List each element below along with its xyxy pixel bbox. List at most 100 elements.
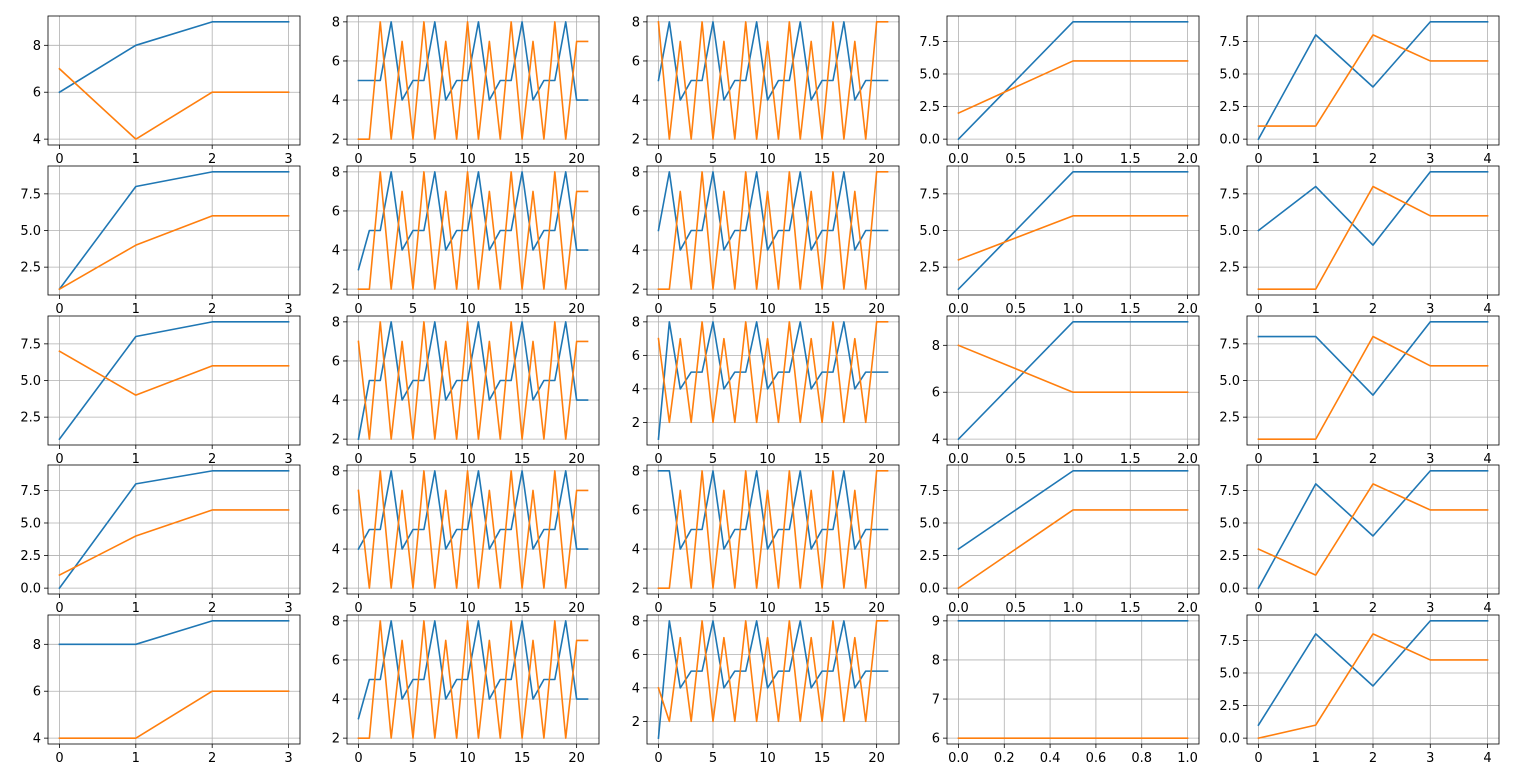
x-tick-label: 0.0 — [948, 152, 969, 167]
x-tick-label: 0 — [1254, 452, 1262, 467]
subplot: 0 5 10 15 20 2 4 6 8 — [632, 315, 900, 467]
y-tick-label: 2 — [332, 433, 340, 448]
x-tick-label: 4 — [1483, 601, 1491, 616]
y-tick-label: 5.0 — [1219, 666, 1240, 681]
x-tick-label: 2 — [208, 452, 216, 467]
x-tick-label: 0.0 — [948, 302, 969, 317]
y-tick-label: 4 — [332, 394, 340, 409]
y-tick-label: 2.5 — [1219, 699, 1240, 714]
x-tick-label: 5 — [709, 152, 717, 167]
y-tick-label: 2.5 — [20, 549, 41, 564]
series-line — [957, 21, 1189, 141]
subplot: 0 1 2 3 4 0.0 2.5 5.0 7.5 — [1219, 15, 1500, 167]
x-tick-label: 1 — [1312, 751, 1320, 766]
x-tick-label: 15 — [814, 601, 831, 616]
x-tick-label: 15 — [514, 452, 531, 467]
x-tick-label: 10 — [459, 452, 476, 467]
series-line — [957, 321, 1189, 441]
y-tick-label: 6 — [33, 86, 41, 101]
axes-frame — [946, 614, 1200, 745]
y-tick-label: 7.5 — [1219, 187, 1240, 202]
x-tick-label: 0 — [654, 152, 662, 167]
x-tick-label: 20 — [568, 452, 585, 467]
y-tick-label: 5.0 — [20, 516, 41, 531]
series-line — [1257, 34, 1489, 127]
axes-frame — [346, 165, 600, 296]
x-tick-label: 0.0 — [948, 452, 969, 467]
y-tick-label: 4 — [632, 382, 640, 397]
x-tick-label: 0.5 — [1005, 302, 1026, 317]
y-tick-label: 4 — [33, 133, 41, 148]
x-tick-label: 5 — [409, 751, 417, 766]
x-tick-label: 0 — [654, 601, 662, 616]
x-tick-label: 1 — [1312, 302, 1320, 317]
subplot: 0 5 10 15 20 2 4 6 8 — [332, 15, 600, 167]
axes-frame — [47, 464, 301, 595]
y-tick-label: 7.5 — [919, 35, 940, 50]
x-tick-label: 10 — [759, 452, 776, 467]
y-tick-label: 2.5 — [1219, 549, 1240, 564]
series-line — [657, 620, 889, 723]
y-tick-label: 8 — [332, 15, 340, 30]
x-tick-label: 2.0 — [1177, 452, 1198, 467]
x-tick-label: 1.0 — [1177, 751, 1198, 766]
y-tick-label: 6 — [332, 503, 340, 518]
series-line — [957, 60, 1189, 115]
x-tick-label: 3 — [1426, 152, 1434, 167]
series-line — [657, 20, 889, 140]
x-tick-label: 0.4 — [1040, 751, 1061, 766]
y-tick-label: 2 — [332, 283, 340, 298]
axes-frame — [646, 614, 900, 745]
series-line — [58, 470, 290, 590]
axes-frame — [346, 614, 600, 745]
series-line — [357, 321, 589, 440]
y-tick-label: 4 — [632, 543, 640, 558]
y-tick-label: 6 — [332, 653, 340, 668]
x-tick-label: 0.6 — [1086, 751, 1107, 766]
y-tick-label: 7 — [932, 693, 940, 708]
x-tick-label: 1.5 — [1120, 152, 1141, 167]
x-tick-label: 5 — [409, 601, 417, 616]
subplot: 0.0 0.2 0.4 0.6 0.8 1.0 6 7 8 9 — [932, 614, 1200, 766]
series-line — [58, 321, 290, 441]
x-tick-label: 1 — [132, 601, 140, 616]
x-tick-label: 0 — [55, 751, 63, 766]
x-tick-label: 10 — [759, 601, 776, 616]
y-tick-label: 4 — [632, 244, 640, 259]
x-tick-label: 2 — [1369, 452, 1377, 467]
y-tick-label: 2.5 — [919, 100, 940, 115]
y-tick-label: 6 — [632, 54, 640, 69]
x-tick-label: 5 — [409, 152, 417, 167]
y-tick-label: 2 — [632, 416, 640, 431]
y-tick-label: 8 — [332, 315, 340, 330]
subplot: 0 1 2 3 4 2.5 5.0 7.5 — [1219, 315, 1500, 467]
x-tick-label: 2 — [208, 152, 216, 167]
series-line — [1257, 21, 1489, 141]
x-tick-label: 15 — [814, 302, 831, 317]
x-tick-label: 10 — [459, 152, 476, 167]
series-line — [357, 620, 589, 739]
x-tick-label: 0 — [1254, 302, 1262, 317]
x-tick-label: 15 — [514, 152, 531, 167]
x-tick-label: 1.0 — [1063, 152, 1084, 167]
y-tick-label: 5.0 — [20, 374, 41, 389]
x-tick-label: 20 — [868, 152, 885, 167]
series-line — [1257, 483, 1489, 576]
y-tick-label: 7.5 — [20, 187, 41, 202]
subplot: 0 5 10 15 20 2 4 6 8 — [632, 165, 900, 317]
y-tick-label: 7.5 — [919, 187, 940, 202]
x-tick-label: 5 — [409, 452, 417, 467]
y-tick-label: 4 — [332, 94, 340, 109]
axes-frame — [346, 464, 600, 595]
x-tick-label: 4 — [1483, 302, 1491, 317]
subplot: 0.0 0.5 1.0 1.5 2.0 0.0 2.5 5.0 7.5 — [919, 15, 1200, 167]
series-line — [1257, 620, 1489, 727]
y-tick-label: 2 — [632, 715, 640, 730]
subplot: 0 1 2 3 4 6 8 — [33, 15, 301, 167]
subplot: 0 5 10 15 20 2 4 6 8 — [332, 464, 600, 616]
y-tick-label: 7.5 — [919, 484, 940, 499]
y-tick-label: 7.5 — [20, 337, 41, 352]
x-tick-label: 2 — [1369, 751, 1377, 766]
x-tick-label: 3 — [284, 302, 292, 317]
axes-frame — [346, 15, 600, 146]
